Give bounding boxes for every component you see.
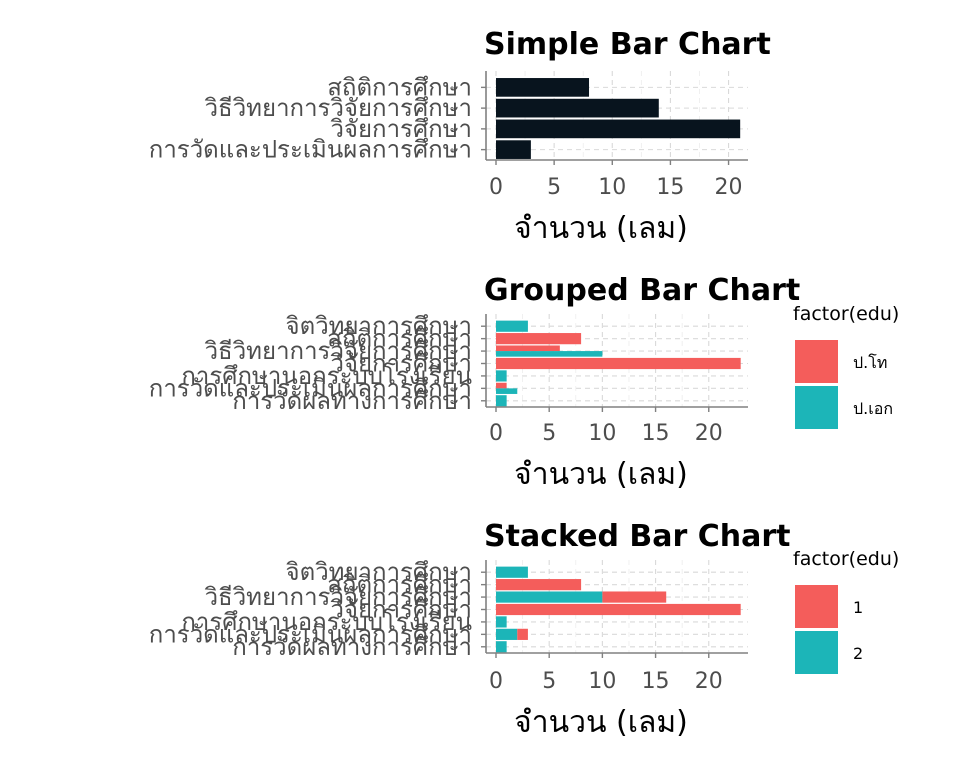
x-tick-label: 10 <box>588 669 616 694</box>
bar <box>602 591 667 603</box>
legend-label: 2 <box>853 644 863 663</box>
x-tick-label: 15 <box>642 421 670 446</box>
bar <box>496 603 741 616</box>
bar <box>496 119 741 139</box>
bar <box>496 641 507 653</box>
legend-label: ป.เอก <box>853 399 893 418</box>
legend-label: ป.โท <box>853 353 887 372</box>
x-tick-label: 5 <box>542 669 556 694</box>
bar <box>496 395 507 407</box>
y-tick-label: วิธีวิทยาการวิจัยการศึกษา <box>204 583 472 611</box>
bar <box>496 591 603 603</box>
x-tick-label: 0 <box>489 421 503 446</box>
legend-key <box>795 386 838 429</box>
y-tick-label: วิจัยการศึกษา <box>330 115 472 143</box>
bar <box>517 628 528 640</box>
y-tick-label: สถิติการศึกษา <box>327 571 472 599</box>
bar <box>496 616 507 628</box>
x-tick-label: 15 <box>656 175 684 200</box>
x-axis-label: จำนวน (เลม) <box>514 705 688 740</box>
chart-title: Stacked Bar Chart <box>484 519 791 554</box>
x-tick-label: 20 <box>715 175 743 200</box>
y-tick-label: จิตวิทยาการศึกษา <box>286 312 472 340</box>
legend: factor(edu) ป.โทป.เอก <box>793 303 899 429</box>
bar <box>496 628 518 640</box>
bar <box>496 320 528 332</box>
y-tick-label: จิตวิทยาการศึกษา <box>286 558 472 586</box>
x-tick-label: 10 <box>598 175 626 200</box>
x-tick-label: 20 <box>695 421 723 446</box>
bar <box>496 579 582 591</box>
x-tick-label: 15 <box>642 669 670 694</box>
x-tick-label: 20 <box>695 669 723 694</box>
y-tick-label: การวัดผลทางการศึกษา <box>232 633 472 661</box>
y-tick-label: สถิติการศึกษา <box>327 73 472 101</box>
x-tick-label: 0 <box>489 175 503 200</box>
bar <box>496 566 528 578</box>
bar <box>496 370 507 382</box>
x-tick-label: 0 <box>489 669 503 694</box>
y-tick-label: การวัดและประเมินผลการศึกษา <box>149 620 472 648</box>
chart-title: Simple Bar Chart <box>484 27 771 62</box>
x-axis-label: จำนวน (เลม) <box>514 211 688 246</box>
x-axis-label: จำนวน (เลม) <box>514 457 688 492</box>
bar <box>496 357 741 370</box>
y-tick-label: วิจัยการศึกษา <box>330 350 472 378</box>
bar <box>496 388 518 394</box>
legend-title: factor(edu) <box>793 548 899 570</box>
legend-key <box>795 631 838 674</box>
chart-panel-2: จิตวิทยาการศึกษาสถิติการศึกษาวิธีวิทยากา… <box>149 273 899 492</box>
bar <box>496 98 659 118</box>
legend-label: 1 <box>853 598 863 617</box>
y-tick-label: สถิติการศึกษา <box>327 325 472 353</box>
legend-title: factor(edu) <box>793 303 899 325</box>
y-tick-label: วิธีวิทยาการวิจัยการศึกษา <box>204 337 472 365</box>
chart-title: Grouped Bar Chart <box>484 273 800 308</box>
bar <box>496 345 560 352</box>
y-tick-label: วิธีวิทยาการวิจัยการศึกษา <box>204 94 472 122</box>
bar <box>496 140 531 159</box>
x-tick-label: 10 <box>588 421 616 446</box>
bar <box>496 382 507 389</box>
y-tick-label: การวัดและประเมินผลการศึกษา <box>149 136 472 164</box>
chart-panel-1: สถิติการศึกษาวิธีวิทยาการวิจัยการศึกษาวิ… <box>149 27 771 246</box>
bar <box>496 333 582 345</box>
legend-key <box>795 340 838 383</box>
y-tick-label: การศึกษานอกระบบโรงเรียน <box>181 362 472 390</box>
legend-key <box>795 585 838 628</box>
y-tick-label: วิจัยการศึกษา <box>330 596 472 624</box>
y-tick-label: การวัดผลทางการศึกษา <box>232 387 472 415</box>
x-tick-label: 5 <box>542 421 556 446</box>
bar <box>496 78 590 97</box>
legend: factor(edu) 1 2 <box>793 548 899 674</box>
x-tick-label: 5 <box>547 175 561 200</box>
y-tick-label: การศึกษานอกระบบโรงเรียน <box>181 608 472 636</box>
chart-panel-3: จิตวิทยาการศึกษาสถิติการศึกษาวิธีวิทยากา… <box>149 519 899 740</box>
y-tick-label: การวัดและประเมินผลการศึกษา <box>149 374 472 402</box>
bar <box>496 351 603 357</box>
